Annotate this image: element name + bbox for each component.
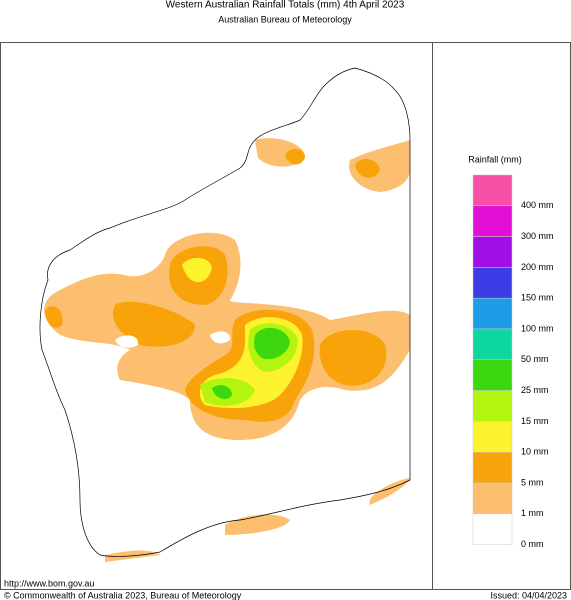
legend-swatch bbox=[472, 359, 513, 391]
legend-label: 15 mm bbox=[521, 416, 549, 426]
legend-swatch bbox=[472, 390, 513, 422]
legend-label: 1 mm bbox=[521, 508, 544, 518]
legend-swatch bbox=[472, 205, 513, 237]
legend-label: 400 mm bbox=[521, 200, 554, 210]
legend-label: 5 mm bbox=[521, 477, 544, 487]
legend-title: Rainfall (mm) bbox=[468, 154, 522, 164]
legend-swatch bbox=[472, 328, 513, 361]
legend-label: 0 mm bbox=[521, 539, 544, 549]
legend-label: 300 mm bbox=[521, 231, 554, 241]
legend-label: 150 mm bbox=[521, 293, 554, 303]
rain-areas bbox=[44, 138, 410, 562]
legend-swatch bbox=[472, 267, 513, 299]
legend-swatch bbox=[472, 174, 513, 207]
subtitle: Australian Bureau of Meteorology bbox=[218, 14, 352, 24]
footer-issued: Issued: 04/04/2023 bbox=[490, 590, 567, 600]
footer-copyright: © Commonwealth of Australia 2023, Bureau… bbox=[4, 590, 242, 600]
coastline bbox=[39, 67, 411, 557]
legend: 400 mm 300 mm 200 mm 150 mm 100 mm 50 mm 25 mm… bbox=[472, 174, 554, 549]
legend-swatch bbox=[472, 297, 513, 330]
legend-swatch bbox=[472, 421, 513, 453]
legend-swatch bbox=[472, 482, 513, 515]
legend-label: 50 mm bbox=[521, 354, 549, 364]
legend-swatch bbox=[472, 236, 513, 268]
legend-label: 25 mm bbox=[521, 385, 549, 395]
legend-swatch bbox=[472, 513, 513, 545]
footer-url: http://www.bom.gov.au bbox=[4, 578, 94, 588]
legend-label: 10 mm bbox=[521, 447, 549, 457]
title: Western Australian Rainfall Totals (mm) … bbox=[166, 0, 405, 11]
legend-swatch bbox=[472, 451, 513, 484]
legend-label: 100 mm bbox=[521, 323, 554, 333]
legend-label: 200 mm bbox=[521, 262, 554, 272]
